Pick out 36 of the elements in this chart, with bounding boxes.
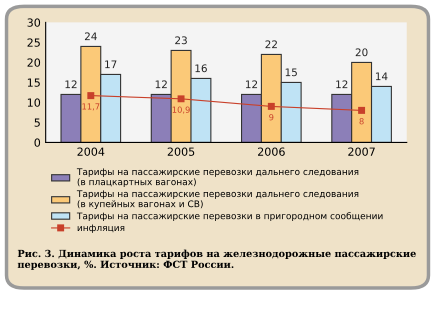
x-tick-label: 2005	[168, 147, 194, 156]
legend-label: Тарифы на пассажирские перевозки дальнего следования (в плацкартных вагонах)	[76, 168, 358, 187]
x-tick-label: 2004	[77, 147, 104, 156]
data-label: 17	[105, 60, 116, 68]
data-label: 9	[269, 114, 274, 120]
data-label: 14	[376, 72, 388, 80]
data-label: 24	[84, 32, 97, 40]
data-label: 12	[336, 80, 348, 88]
data-label: 23	[175, 36, 187, 44]
legend-label: Тарифы на пассажирские перевозки в пригородном сообщении	[76, 212, 382, 222]
data-label: 8	[360, 118, 364, 124]
y-tick-label: 10	[28, 98, 40, 107]
data-label: 16	[195, 64, 207, 72]
y-tick-label: 25	[27, 38, 40, 47]
data-label: 12	[246, 80, 258, 88]
y-tick-label: 15	[28, 78, 40, 87]
data-label: 12	[65, 80, 77, 88]
text: Рис. 3. Динамика роста тарифов на железнодорожные пассажирские перевозки, %. Источник: ФСТ России.	[18, 250, 416, 270]
y-tick-label: 0	[34, 138, 40, 147]
point	[87, 92, 94, 100]
point	[358, 106, 366, 114]
data-label: 11,7	[82, 103, 100, 110]
y-tick-label: 30	[28, 18, 40, 27]
data-label: 22	[265, 40, 277, 48]
data-label: 15	[286, 68, 297, 76]
y-tick-label: 20	[27, 58, 40, 67]
point	[268, 102, 275, 110]
data-label: 10,9	[172, 106, 190, 114]
legend-label: инфляция	[78, 224, 124, 233]
legend-label: Тарифы на пассажирские перевозки дальнего следования (в купейных вагонах и СВ)	[76, 190, 358, 209]
data-label: 12	[156, 80, 167, 88]
point	[178, 95, 185, 102]
y-tick-label: 5	[34, 118, 40, 127]
x-tick-label: 2007	[348, 147, 375, 156]
x-tick-label: 2006	[258, 147, 285, 156]
data-label: 20	[356, 48, 368, 56]
